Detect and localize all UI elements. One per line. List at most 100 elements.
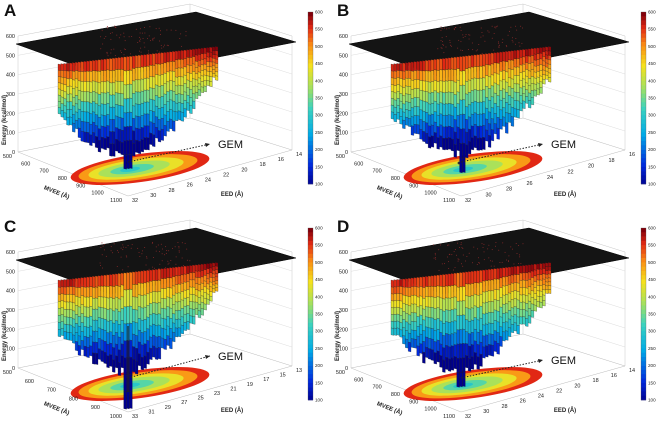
- surface-facet: [465, 307, 469, 321]
- colorbar-segment: [308, 12, 313, 17]
- surface-facet: [513, 306, 517, 316]
- plateau-dot: [440, 47, 442, 49]
- surface-facet: [200, 64, 204, 71]
- surface-facet: [470, 113, 474, 127]
- surface-facet: [92, 111, 96, 123]
- surface-facet: [422, 330, 426, 342]
- colorbar-segment: [641, 76, 646, 82]
- surface-facet: [83, 121, 87, 133]
- surface-facet: [63, 323, 67, 333]
- surface-facet: [135, 91, 139, 105]
- surface-facet: [97, 306, 101, 319]
- surface-facet: [470, 307, 474, 321]
- surface-facet: [425, 286, 429, 298]
- plateau-dot: [164, 267, 166, 269]
- surface-facet: [180, 50, 184, 60]
- surface-facet: [63, 105, 67, 114]
- surface-facet: [488, 64, 492, 78]
- surface-facet: [545, 74, 549, 80]
- surface-facet: [157, 52, 161, 65]
- colorbar-segment: [641, 132, 646, 137]
- surface-facet: [505, 312, 509, 323]
- surface-facet: [109, 285, 113, 298]
- colorbar-segment: [641, 262, 646, 267]
- surface-facet: [453, 69, 457, 83]
- surface-facet: [533, 275, 537, 283]
- colorbar-tick-label: 250: [648, 130, 656, 135]
- surface-facet: [120, 56, 124, 70]
- plateau-dot: [521, 42, 523, 44]
- surface-facet: [408, 94, 412, 103]
- surface-facet: [177, 93, 181, 103]
- colorbar-segment: [308, 271, 313, 276]
- surface-facet: [548, 72, 552, 78]
- surface-facet: [72, 105, 76, 116]
- surface-facet: [513, 100, 517, 110]
- surface-facet: [135, 115, 139, 129]
- surface-facet: [97, 105, 101, 118]
- surface-facet: [442, 115, 446, 128]
- surface-facet: [77, 335, 81, 347]
- surface-facet: [399, 307, 403, 316]
- colorbar-segment: [308, 166, 313, 172]
- surface-facet: [177, 318, 181, 329]
- plateau-dot: [100, 48, 102, 50]
- surface-facet: [197, 71, 201, 79]
- x-tick-label: 500: [336, 370, 345, 376]
- surface-facet: [203, 69, 207, 76]
- surface-facet: [75, 78, 79, 88]
- surface-facet: [149, 336, 153, 349]
- surface-facet: [468, 79, 472, 93]
- surface-facet: [405, 109, 409, 118]
- plateau-dot: [147, 50, 149, 52]
- surface-facet: [120, 93, 124, 107]
- surface-facet: [135, 322, 139, 336]
- surface-facet: [95, 308, 99, 321]
- surface-facet: [508, 50, 512, 61]
- surface-facet: [95, 92, 99, 105]
- surface-facet: [530, 62, 534, 71]
- surface-facet: [416, 306, 420, 318]
- surface-facet: [149, 269, 153, 282]
- surface-facet: [140, 102, 144, 116]
- surface-facet: [450, 273, 454, 287]
- colorbar-segment: [641, 305, 646, 310]
- surface-facet: [212, 269, 216, 275]
- surface-facet: [206, 273, 210, 280]
- surface-facet: [505, 122, 509, 134]
- surface-facet: [132, 80, 136, 94]
- plateau-dot: [509, 30, 511, 32]
- surface-facet: [405, 93, 409, 103]
- plateau-dot: [184, 242, 186, 244]
- surface-facet: [100, 114, 104, 127]
- surface-facet: [439, 274, 443, 287]
- plateau-dot: [435, 257, 437, 259]
- gem-annotation: GEM: [551, 139, 576, 151]
- surface-facet: [57, 63, 61, 71]
- plateau-dot: [473, 246, 475, 248]
- surface-facet: [408, 69, 412, 79]
- surface-facet: [112, 131, 116, 145]
- plateau-dot: [522, 243, 524, 245]
- surface-facet: [542, 299, 546, 307]
- plateau-dot: [462, 37, 464, 39]
- projection-contour: [120, 166, 141, 172]
- surface-facet: [505, 330, 509, 341]
- surface-facet: [485, 107, 489, 120]
- surface-facet: [413, 106, 417, 116]
- surface-facet: [75, 95, 79, 105]
- colorbar-segment: [308, 115, 313, 120]
- surface-facet: [92, 90, 96, 103]
- colorbar-segment: [641, 335, 646, 341]
- plateau-dot: [140, 47, 142, 49]
- colorbar-segment: [641, 93, 646, 99]
- plateau-dot: [481, 243, 483, 245]
- surface-facet: [80, 295, 84, 306]
- surface-facet: [433, 121, 437, 134]
- surface-facet: [57, 329, 61, 338]
- surface-facet: [146, 65, 150, 79]
- surface-facet: [462, 314, 466, 330]
- plateau-dot: [101, 242, 103, 244]
- surface-facet: [152, 302, 156, 314]
